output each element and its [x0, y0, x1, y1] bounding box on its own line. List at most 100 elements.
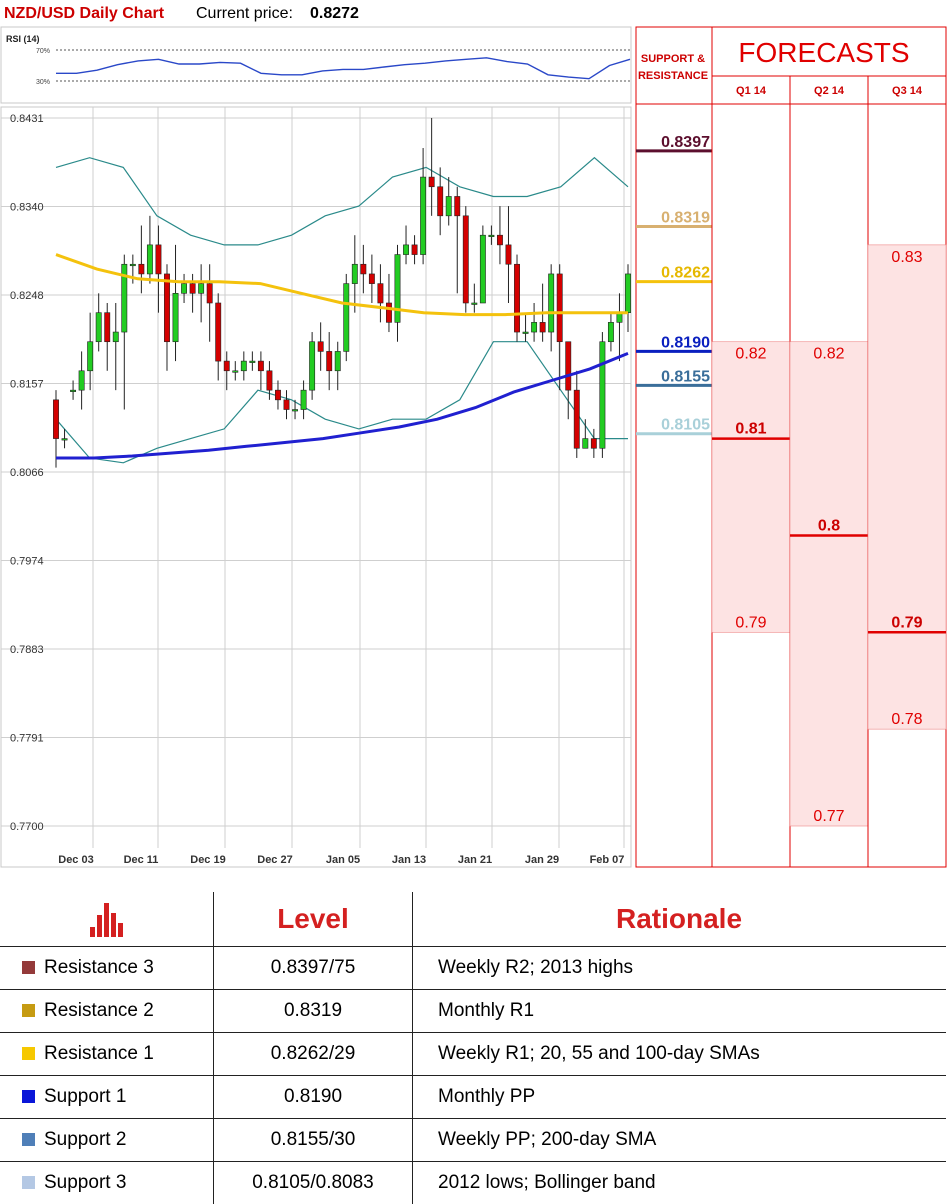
level-name-text: Resistance 3	[44, 957, 154, 978]
candle-body	[344, 284, 349, 352]
forecast-quarter-label: Q1 14	[736, 85, 767, 97]
x-tick-label: Jan 21	[458, 854, 492, 866]
candle-body	[463, 216, 468, 303]
candle-body	[480, 235, 485, 303]
level-name-text: Support 1	[44, 1086, 126, 1107]
x-tick-label: Jan 05	[326, 854, 360, 866]
rsi-30-label: 30%	[36, 79, 50, 86]
candle-body	[523, 332, 528, 334]
x-tick-label: Feb 07	[590, 854, 625, 866]
candle-body	[173, 293, 178, 341]
rsi-label: RSI (14)	[6, 34, 40, 44]
forecast-quarter-label: Q3 14	[892, 85, 923, 97]
sr-level-label: 0.8319	[661, 209, 710, 226]
level-rationale: Monthly R1	[413, 990, 947, 1033]
y-tick-label: 0.8157	[10, 379, 44, 391]
candle-body	[198, 284, 203, 294]
candle-body	[207, 284, 212, 303]
level-value: 0.8397/75	[214, 947, 413, 990]
candle-body	[429, 177, 434, 187]
candle-body	[62, 439, 67, 441]
y-tick-label: 0.7974	[10, 556, 44, 568]
candle-body	[147, 245, 152, 274]
x-tick-label: Jan 13	[392, 854, 426, 866]
forecast-low-label: 0.79	[735, 614, 766, 631]
sr-level-label: 0.8190	[661, 334, 710, 351]
level-color-swatch	[22, 961, 35, 974]
header-rationale: Rationale	[413, 892, 947, 947]
forecast-range	[790, 342, 868, 826]
forecast-quarter-label: Q2 14	[814, 85, 845, 97]
candle-body	[574, 390, 579, 448]
candle-body	[608, 322, 613, 341]
forecast-mid-label: 0.81	[735, 421, 766, 438]
level-color-swatch	[22, 1004, 35, 1017]
forecast-low-label: 0.77	[813, 808, 844, 825]
level-name: Resistance 3	[0, 947, 214, 990]
y-tick-label: 0.8431	[10, 113, 44, 125]
y-tick-label: 0.8340	[10, 202, 44, 214]
forecast-mid-label: 0.79	[891, 614, 922, 631]
candle-body	[540, 322, 545, 332]
candle-body	[378, 284, 383, 303]
current-price-value: 0.8272	[310, 5, 359, 22]
forecast-high-label: 0.82	[813, 346, 844, 363]
candle-body	[241, 361, 246, 371]
level-name: Resistance 2	[0, 990, 214, 1033]
candle-body	[566, 342, 571, 390]
candle-body	[352, 264, 357, 283]
candle-body	[164, 274, 169, 342]
x-tick-label: Dec 03	[58, 854, 93, 866]
candle-body	[420, 177, 425, 254]
sr-title-line2: RESISTANCE	[638, 70, 708, 82]
forecasts-title: FORECASTS	[738, 37, 909, 68]
bar-chart-icon	[90, 901, 124, 937]
candle-body	[233, 371, 238, 373]
level-name: Support 3	[0, 1162, 214, 1204]
candle-body	[403, 245, 408, 255]
level-value: 0.8190	[214, 1076, 413, 1119]
level-value: 0.8262/29	[214, 1033, 413, 1076]
candle-body	[489, 235, 494, 237]
candle-body	[181, 284, 186, 294]
candle-body	[156, 245, 161, 274]
table-icon-cell	[0, 892, 214, 947]
candle-body	[139, 264, 144, 274]
level-color-swatch	[22, 1133, 35, 1146]
level-name-text: Resistance 2	[44, 1000, 154, 1021]
candle-body	[96, 313, 101, 342]
level-color-swatch	[22, 1090, 35, 1103]
x-tick-label: Dec 11	[124, 854, 159, 866]
candle-body	[267, 371, 272, 390]
candle-body	[557, 274, 562, 342]
candle-body	[327, 351, 332, 370]
sr-level-label: 0.8397	[661, 134, 710, 151]
level-name-text: Support 3	[44, 1172, 126, 1193]
candle-body	[190, 284, 195, 294]
candle-body	[130, 264, 135, 266]
chart-title: NZD/USD Daily Chart	[4, 5, 165, 22]
chart-canvas: NZD/USD Daily Chart Current price: 0.827…	[0, 0, 948, 892]
current-price-label: Current price:	[196, 5, 293, 22]
candle-body	[386, 303, 391, 322]
candle-body	[250, 361, 255, 363]
candle-body	[472, 303, 477, 305]
forecast-high-label: 0.82	[735, 346, 766, 363]
candle-body	[531, 322, 536, 332]
candle-body	[583, 439, 588, 449]
level-rationale: Weekly PP; 200-day SMA	[413, 1119, 947, 1162]
candle-body	[224, 361, 229, 371]
candle-body	[506, 245, 511, 264]
candle-body	[309, 342, 314, 390]
level-name: Resistance 1	[0, 1033, 214, 1076]
support-resistance-panel	[636, 27, 712, 867]
y-tick-label: 0.8248	[10, 290, 44, 302]
candle-body	[625, 274, 630, 313]
level-name: Support 1	[0, 1076, 214, 1119]
